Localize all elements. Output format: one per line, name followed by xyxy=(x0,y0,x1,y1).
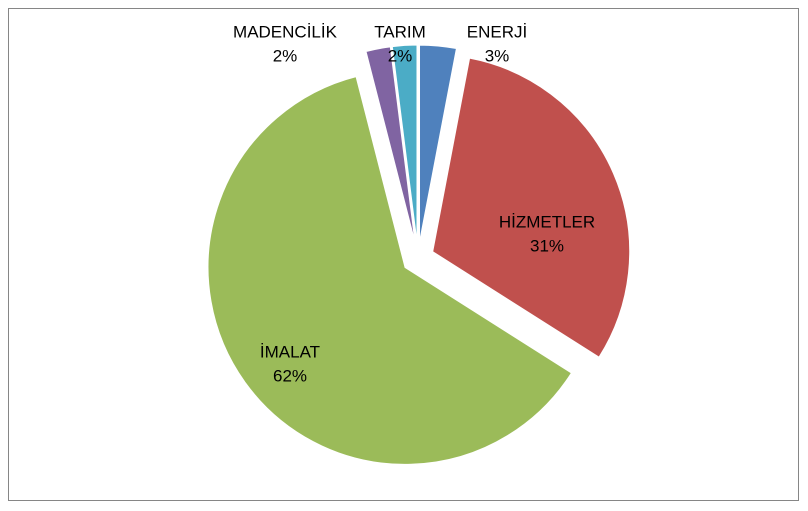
pie-slice xyxy=(365,46,416,243)
slice-value-label: 2% xyxy=(388,46,413,65)
slice-value-label: 62% xyxy=(273,366,307,385)
slice-label: HİZMETLER xyxy=(499,212,595,231)
slice-value-label: 3% xyxy=(485,46,510,65)
slice-label: MADENCİLİK xyxy=(233,22,338,41)
pie-slice xyxy=(207,75,573,465)
pie-slice xyxy=(419,44,458,243)
pie-slice xyxy=(432,57,631,358)
slice-value-label: 31% xyxy=(530,236,564,255)
slice-label: ENERJİ xyxy=(467,22,527,41)
slice-value-label: 2% xyxy=(273,46,298,65)
pie-slice xyxy=(391,44,418,243)
slice-label: TARIM xyxy=(374,22,426,41)
slice-label: İMALAT xyxy=(260,342,320,361)
